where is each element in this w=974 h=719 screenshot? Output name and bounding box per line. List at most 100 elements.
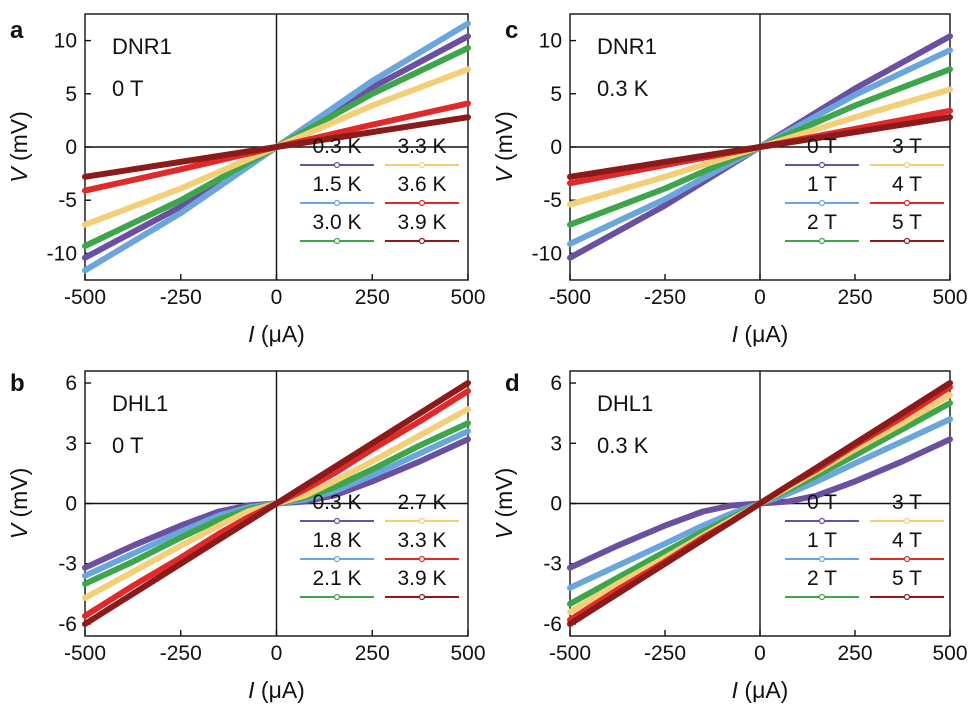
legend-label: 2.7 K [397,491,446,514]
x-axis-label: I (μA) [248,677,305,703]
legend-label: 0.3 K [312,135,361,158]
x-tick-label: 500 [450,642,485,665]
legend-label: 3.3 K [397,135,446,158]
sample-name: DHL1 [597,391,653,416]
y-tick-label: -5 [543,189,562,212]
y-tick-label: 0 [65,493,77,516]
y-tick-label: 3 [65,432,77,455]
legend-label: 0 T [807,135,837,158]
x-tick-label: 0 [271,286,283,309]
x-tick-label: 0 [754,286,766,309]
sample-name: DNR1 [112,34,172,59]
y-axis-label: V (mV) [491,111,517,183]
x-tick-label: -500 [64,642,106,665]
x-tick-label: 500 [932,286,967,309]
x-tick-label: 0 [754,642,766,665]
x-tick-label: 250 [355,642,390,665]
legend-label: 0 T [807,491,837,514]
legend-label: 5 T [892,567,922,590]
y-axis-label: V (mV) [491,468,517,540]
y-axis-label: V (mV) [6,111,32,183]
legend-marker [418,237,426,245]
legend-label: 1 T [807,173,837,196]
y-tick-label: 5 [550,83,562,106]
legend-label: 3.9 K [397,211,446,234]
x-tick-label: -250 [160,286,202,309]
series-line-6 [567,380,953,627]
legend-marker [903,555,911,563]
y-tick-label: -6 [543,613,562,636]
legend-marker [418,517,426,525]
y-tick-label: 6 [65,372,77,395]
y-tick-label: 0 [550,493,562,516]
sample-name: DNR1 [597,34,657,59]
x-axis-label: I (μA) [732,677,789,703]
panel-label: b [10,370,25,397]
panel-a: a -500 -250 0 250 500 10 5 0 -5 -10 I (μA) V (mV) DNR… [6,13,486,347]
legend-label: 4 T [892,529,922,552]
legend-marker [333,593,341,601]
legend-marker [333,237,341,245]
legend-marker [903,199,911,207]
legend-label: 1 T [807,529,837,552]
x-tick-label: 0 [271,642,283,665]
legend-marker [333,555,341,563]
x-tick-label: -500 [64,286,106,309]
y-tick-label: 0 [550,136,562,159]
x-tick-label: -250 [160,642,202,665]
legend-marker [818,161,826,169]
condition-label: 0 T [112,76,143,101]
legend-marker [418,161,426,169]
legend-label: 2.1 K [312,567,361,590]
y-tick-label: 5 [65,83,77,106]
legend-marker [418,199,426,207]
legend-marker [333,199,341,207]
y-axis-label: V (mV) [6,468,32,540]
panel-label: c [505,17,518,44]
legend-marker [818,199,826,207]
x-axis-label: I (μA) [248,321,305,347]
x-tick-label: -250 [644,642,686,665]
x-tick-label: 250 [837,286,872,309]
y-tick-label: 0 [65,136,77,159]
legend-marker [418,555,426,563]
legend-label: 4 T [892,173,922,196]
legend-label: 2 T [807,567,837,590]
panel-label: a [10,17,24,44]
y-tick-label: -3 [543,553,562,576]
x-tick-label: -500 [549,642,591,665]
y-tick-label: 10 [539,30,562,53]
legend-marker [818,237,826,245]
x-tick-label: -500 [549,286,591,309]
legend-marker [818,593,826,601]
series-line-6 [567,114,953,180]
legend-label: 2 T [807,211,837,234]
legend-marker [903,593,911,601]
legend-label: 3.9 K [397,567,446,590]
legend-label: 5 T [892,211,922,234]
x-tick-label: 250 [837,642,872,665]
legend-marker [418,593,426,601]
x-tick-label: 500 [932,642,967,665]
x-tick-label: -250 [644,286,686,309]
y-tick-label: -5 [58,189,77,212]
legend-label: 1.8 K [312,529,361,552]
condition-label: 0.3 K [597,76,649,101]
sample-name: DHL1 [112,391,168,416]
legend-label: 3 T [892,491,922,514]
panel-d: d -500 -250 0 250 500 6 3 0 -3 -6 I (μA) V (mV) DHL1 0… [491,370,968,703]
legend-marker [818,517,826,525]
y-tick-label: 3 [550,432,562,455]
legend-label: 3 T [892,135,922,158]
panel-c: c -500 -250 0 250 500 10 5 0 -5 -10 I (μA) V (mV) DNR… [491,13,968,347]
legend-label: 3.0 K [312,211,361,234]
series-line-6 [82,114,471,180]
legend-marker [903,161,911,169]
condition-label: 0 T [112,433,143,458]
x-tick-label: 500 [450,286,485,309]
legend-marker [818,555,826,563]
panel-label: d [505,370,520,397]
legend-marker [903,237,911,245]
x-tick-label: 250 [355,286,390,309]
